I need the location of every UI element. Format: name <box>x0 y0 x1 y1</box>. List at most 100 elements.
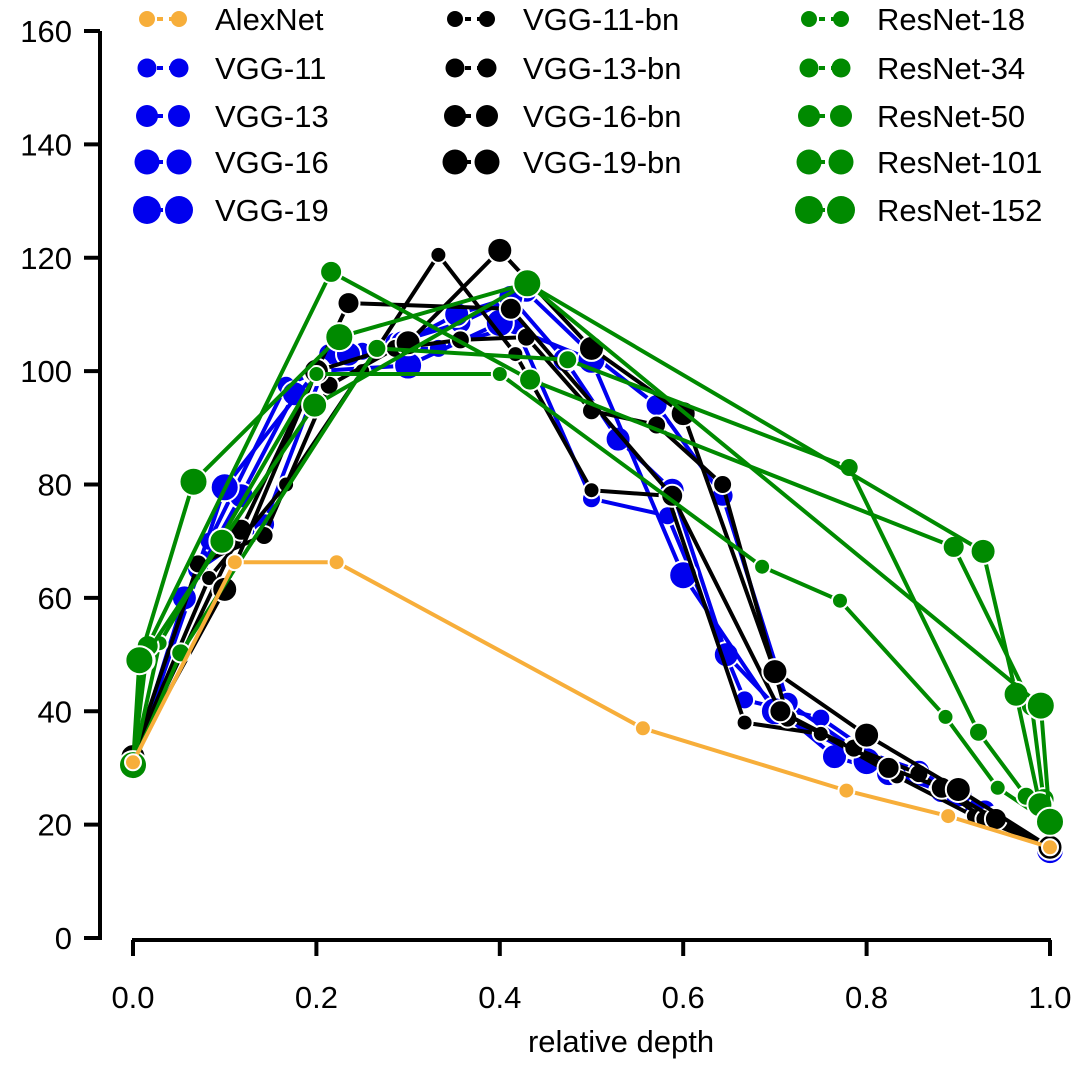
legend-item-resnet-34: ResNet-34 <box>799 51 1025 86</box>
y-tick-label: 0 <box>55 921 72 956</box>
series-line-resnet-50 <box>131 269 1052 823</box>
legend-marker-resnet-152 <box>795 196 823 224</box>
legend-label-vgg-16-bn: VGG-16-bn <box>523 99 682 134</box>
series-layer <box>118 236 1065 866</box>
data-point-resnet-50 <box>518 367 543 392</box>
data-point-vgg-19-bn <box>761 658 789 686</box>
legend-label-resnet-152: ResNet-152 <box>877 193 1042 228</box>
data-point-alexnet <box>633 719 652 738</box>
x-tick-label: 0.6 <box>662 980 705 1015</box>
x-tick-label: 0.8 <box>845 980 888 1015</box>
data-point-resnet-18 <box>988 778 1007 797</box>
y-tick-label: 40 <box>38 694 72 729</box>
data-point-resnet-18 <box>307 365 326 383</box>
data-point-resnet-101 <box>301 391 329 419</box>
data-point-resnet-34 <box>968 721 989 743</box>
data-point-vgg-19-bn <box>944 776 972 803</box>
legend-item-vgg-16: VGG-16 <box>134 145 329 180</box>
legend-label-vgg-19: VGG-19 <box>215 193 329 228</box>
data-point-vgg-16-bn <box>498 296 523 321</box>
data-point-vgg-11-bn <box>582 481 601 500</box>
x-tick-label: 0.4 <box>478 980 521 1015</box>
data-point-vgg-11-bn <box>506 345 525 364</box>
y-tick-label: 100 <box>20 354 72 389</box>
data-point-vgg-16-bn <box>660 483 685 508</box>
legend-label-vgg-19-bn: VGG-19-bn <box>523 145 682 180</box>
legend-item-resnet-152: ResNet-152 <box>795 193 1042 228</box>
data-point-resnet-152 <box>178 466 209 497</box>
data-point-resnet-152 <box>512 268 543 299</box>
legend-item-vgg-16-bn: VGG-16-bn <box>444 99 682 134</box>
y-ticks: 0 20 40 60 80 100 120 140 160 <box>20 14 100 956</box>
legend-item-vgg-19-bn: VGG-19-bn <box>442 145 682 180</box>
legend-label-vgg-16: VGG-16 <box>215 145 329 180</box>
legend-label-alexnet: AlexNet <box>215 2 324 37</box>
x-ticks: 0.0 0.2 0.4 0.6 0.8 1.0 <box>111 940 1072 1015</box>
legend-label-vgg-13-bn: VGG-13-bn <box>523 51 682 86</box>
legend-item-vgg-13-bn: VGG-13-bn <box>445 51 682 86</box>
legend-label-vgg-13: VGG-13 <box>215 99 329 134</box>
data-point-vgg-19-bn <box>853 721 881 749</box>
data-point-resnet-18 <box>753 557 772 576</box>
data-point-resnet-18 <box>490 365 509 383</box>
legend-label-resnet-101: ResNet-101 <box>877 145 1042 180</box>
legend-marker-vgg-11-bn <box>447 11 463 27</box>
data-point-resnet-152 <box>1035 806 1065 837</box>
legend-item-vgg-11: VGG-11 <box>137 51 326 86</box>
data-point-alexnet <box>327 553 346 572</box>
legend-item-vgg-11-bn: VGG-11-bn <box>447 2 679 37</box>
data-point-resnet-18 <box>936 707 955 726</box>
data-point-resnet-18 <box>831 591 849 610</box>
data-point-vgg-11-bn <box>429 245 448 264</box>
legend-item-resnet-18: ResNet-18 <box>801 2 1025 37</box>
data-point-resnet-50 <box>319 259 344 284</box>
series-line-vgg-16-bn <box>131 301 1051 850</box>
axes: 0 20 40 60 80 100 120 140 160 0.0 0.2 0.4 0.6 0.8 1.0… <box>20 14 1071 1059</box>
data-point-vgg-19-bn <box>486 236 514 264</box>
data-point-resnet-101 <box>208 527 236 555</box>
legend-marker-vgg-13-bn <box>445 58 465 78</box>
legend-marker-vgg-11 <box>169 58 189 78</box>
y-tick-label: 20 <box>38 808 72 843</box>
legend-label-vgg-11: VGG-11 <box>215 51 326 86</box>
x-tick-label: 0.0 <box>111 980 154 1015</box>
legend-marker-resnet-50 <box>830 105 852 127</box>
legend: AlexNet VGG-11 VGG-13 VGG-16 VGG-19 VGG-11-bn… <box>133 2 1042 228</box>
data-point-vgg-19-bn <box>578 334 605 362</box>
legend-marker-alexnet <box>139 11 155 27</box>
data-point-vgg-16-bn <box>768 699 793 724</box>
legend-marker-vgg-13 <box>168 105 190 127</box>
legend-marker-vgg-16-bn <box>444 105 466 127</box>
data-point-resnet-34 <box>557 349 579 371</box>
legend-marker-resnet-18 <box>833 11 849 27</box>
legend-marker-vgg-11-bn <box>479 11 495 27</box>
data-point-vgg-13-bn <box>712 474 734 495</box>
legend-item-vgg-13: VGG-13 <box>136 99 329 134</box>
series-resnet-152 <box>118 268 1065 837</box>
legend-marker-vgg-16 <box>166 149 192 175</box>
series-line-alexnet <box>131 560 1051 850</box>
x-axis-title: relative depth <box>528 1024 714 1059</box>
legend-marker-resnet-18 <box>801 11 817 27</box>
data-point-resnet-101 <box>969 537 997 565</box>
legend-item-vgg-19: VGG-19 <box>133 193 329 228</box>
data-point-alexnet <box>124 753 142 772</box>
data-point-alexnet <box>837 781 856 800</box>
legend-marker-vgg-16 <box>134 149 160 175</box>
data-point-resnet-152 <box>324 322 355 353</box>
data-point-vgg-11-bn <box>735 713 754 732</box>
data-point-alexnet <box>1041 838 1059 857</box>
legend-marker-resnet-34 <box>831 58 851 78</box>
legend-label-resnet-50: ResNet-50 <box>877 99 1025 134</box>
y-tick-label: 80 <box>38 468 72 503</box>
y-tick-label: 160 <box>20 14 72 49</box>
legend-marker-resnet-101 <box>796 149 822 175</box>
y-tick-label: 140 <box>20 127 72 162</box>
legend-label-resnet-18: ResNet-18 <box>877 2 1025 37</box>
legend-marker-vgg-19-bn <box>474 149 500 175</box>
series-vgg-19-bn <box>119 236 1064 861</box>
data-point-alexnet <box>939 807 958 826</box>
series-alexnet <box>124 553 1059 857</box>
data-point-alexnet <box>225 553 244 572</box>
